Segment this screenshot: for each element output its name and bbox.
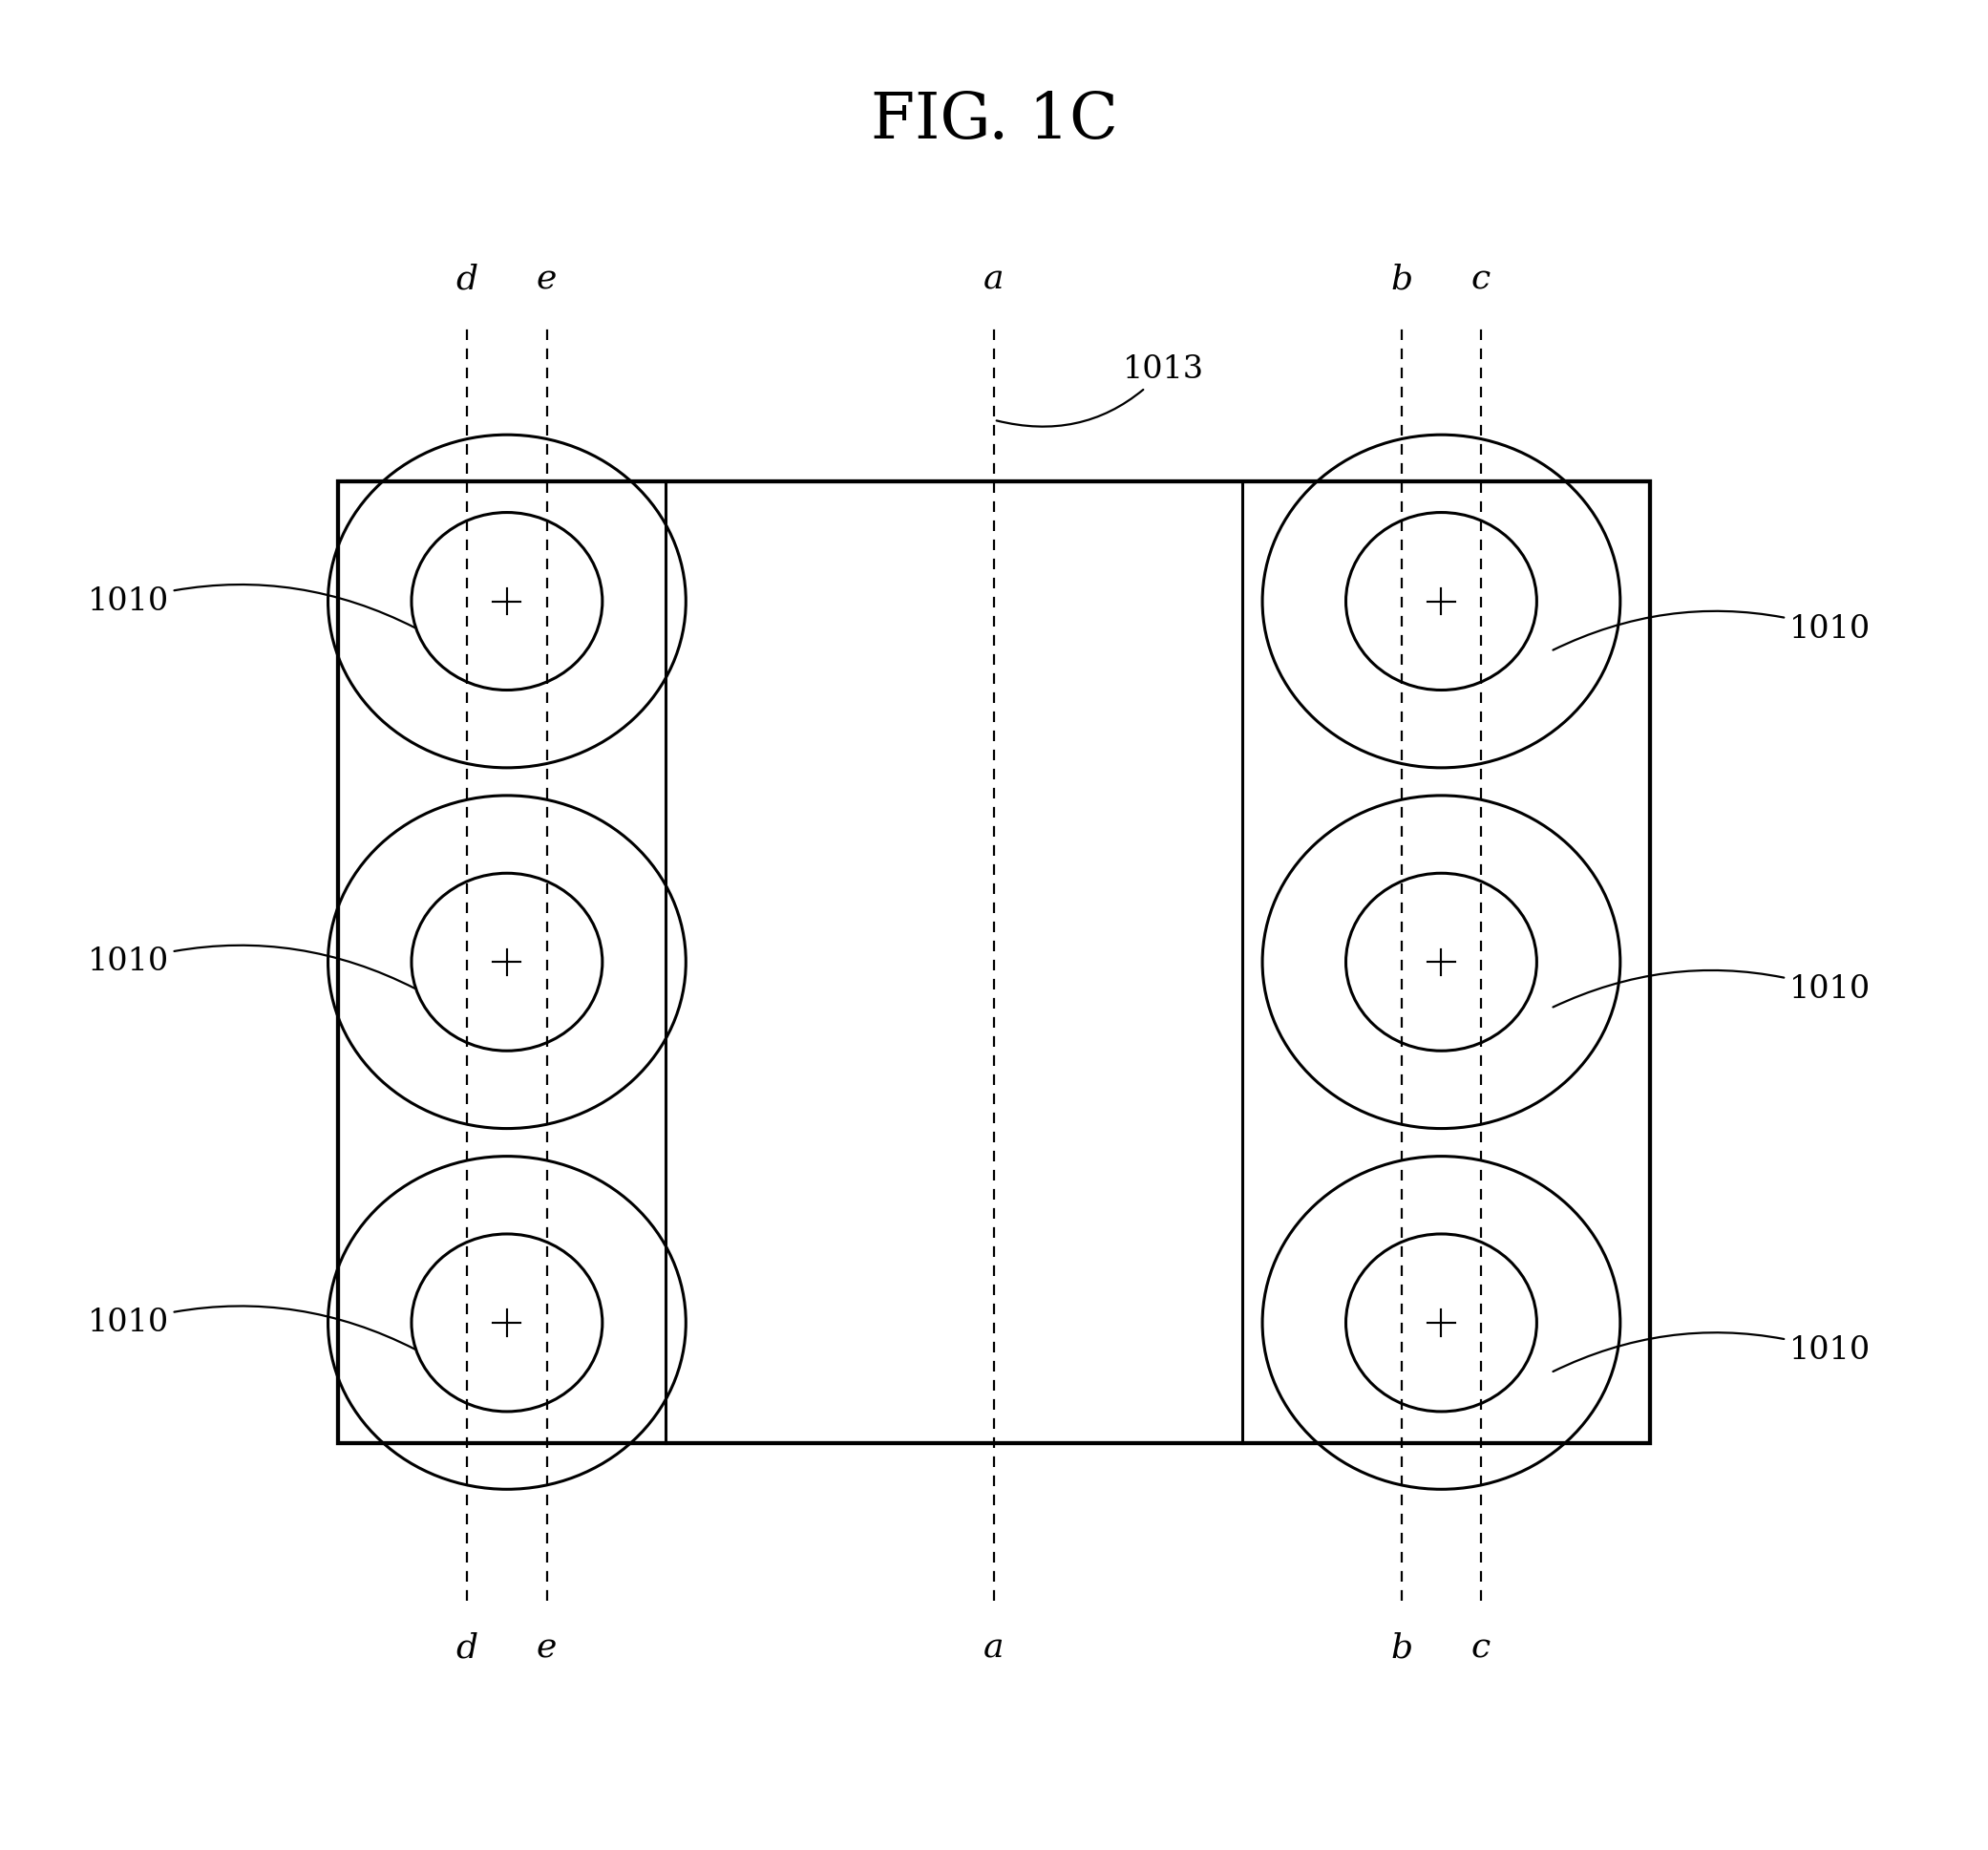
- Text: b: b: [1390, 263, 1413, 296]
- Text: e: e: [537, 263, 557, 296]
- Text: d: d: [455, 1632, 479, 1665]
- Text: 1010: 1010: [1553, 969, 1871, 1006]
- Text: 1013: 1013: [996, 355, 1205, 427]
- Text: 1010: 1010: [1553, 1332, 1871, 1371]
- Text: 1010: 1010: [87, 1306, 415, 1349]
- Text: 1010: 1010: [87, 945, 415, 988]
- Text: c: c: [1471, 1632, 1491, 1665]
- Text: 1010: 1010: [87, 585, 415, 627]
- Bar: [338, 481, 1650, 1443]
- Text: e: e: [537, 1632, 557, 1665]
- Text: a: a: [984, 263, 1004, 296]
- Text: c: c: [1471, 263, 1491, 296]
- Text: b: b: [1390, 1632, 1413, 1665]
- Text: d: d: [455, 263, 479, 296]
- Text: FIG. 1C: FIG. 1C: [871, 89, 1117, 152]
- Text: 1010: 1010: [1553, 610, 1871, 649]
- Text: a: a: [984, 1632, 1004, 1665]
